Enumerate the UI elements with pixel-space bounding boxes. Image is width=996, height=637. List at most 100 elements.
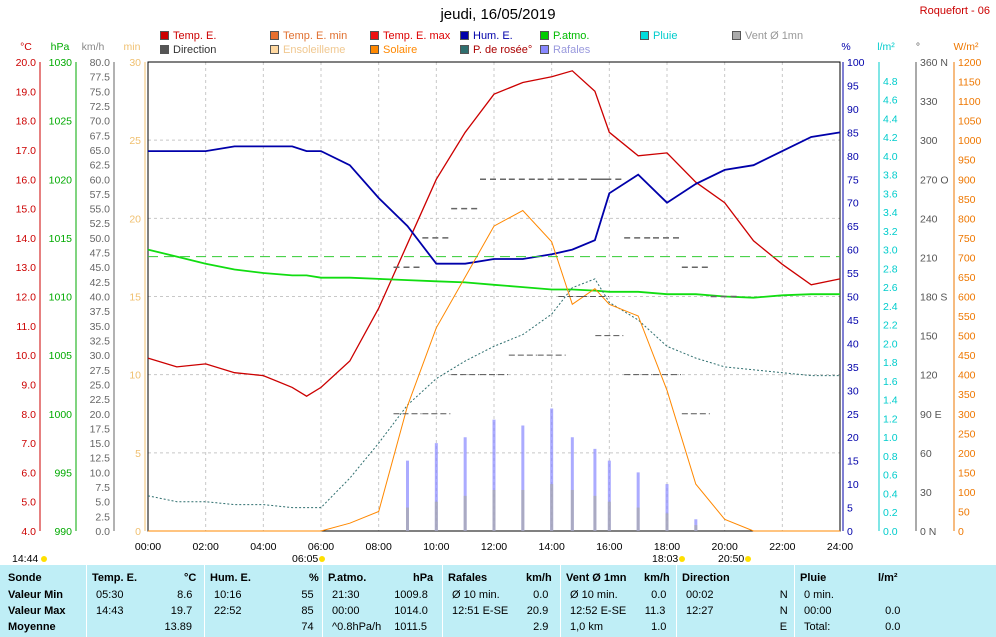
legend-item: P.atmo. xyxy=(540,30,590,42)
table-cell-value: 1009.8 xyxy=(394,589,428,601)
table-header: Sonde xyxy=(8,572,42,584)
pct-tick-label: 75 xyxy=(847,174,859,186)
temp-tick-label: 5.0 xyxy=(21,497,36,509)
wm2-tick-label: 450 xyxy=(958,350,976,362)
x-tick-label: 22:00 xyxy=(769,541,795,553)
kmh-tick-label: 50.0 xyxy=(90,233,111,245)
x-tick-label: 16:00 xyxy=(596,541,622,553)
legend-label: Temp. E. min xyxy=(283,30,348,42)
wm2-tick-label: 500 xyxy=(958,331,976,343)
kmh-tick-label: 52.5 xyxy=(90,218,111,230)
temp-tick-label: 7.0 xyxy=(21,438,36,450)
lm2-tick-label: 1.2 xyxy=(883,413,898,425)
table-row-label: Valeur Min xyxy=(8,589,64,601)
deg-tick-label: 270 O xyxy=(920,174,949,186)
left-unit-label: km/h xyxy=(82,41,105,53)
legend-swatch xyxy=(160,31,169,40)
kmh-tick-label: 17.5 xyxy=(90,423,111,435)
kmh-tick-label: 72.5 xyxy=(90,101,111,113)
table-header: Pluie xyxy=(800,572,827,584)
legend-label: Solaire xyxy=(383,44,418,56)
min-tick-label: 25 xyxy=(129,135,141,147)
table-cell-value: 1011.5 xyxy=(394,621,428,633)
deg-tick-label: 150 xyxy=(920,331,938,343)
legend-swatch xyxy=(540,45,549,54)
temp-tick-label: 8.0 xyxy=(21,409,36,421)
left-unit-label: min xyxy=(124,41,141,53)
table-cell-time: 05:30 xyxy=(96,589,124,601)
table-unit: km/h xyxy=(526,572,552,584)
legend-swatch xyxy=(732,31,741,40)
table-cell-value: N xyxy=(779,605,788,617)
table-cell-value: 55 xyxy=(301,589,314,601)
deg-tick-label: 120 xyxy=(920,370,938,382)
station-name: Roquefort - 06 xyxy=(919,5,990,17)
legend-item: Rafales xyxy=(540,44,590,56)
min-tick-label: 5 xyxy=(135,448,141,460)
table-cell-time: 21:30 xyxy=(332,589,360,601)
time-marker-label: 20:50 xyxy=(718,553,744,565)
right-unit-label: % xyxy=(841,41,850,53)
kmh-tick-label: 45.0 xyxy=(90,262,111,274)
lm2-tick-label: 2.6 xyxy=(883,282,898,294)
kmh-tick-label: 7.5 xyxy=(95,482,110,494)
min-tick-label: 30 xyxy=(129,57,141,69)
wm2-tick-label: 600 xyxy=(958,292,976,304)
wm2-tick-label: 550 xyxy=(958,311,976,323)
hpa-tick-label: 1020 xyxy=(49,174,73,186)
lm2-tick-label: 2.8 xyxy=(883,263,898,275)
wm2-tick-label: 650 xyxy=(958,272,976,284)
hpa-tick-label: 1000 xyxy=(49,409,73,421)
legend-swatch xyxy=(370,31,379,40)
wm2-tick-label: 850 xyxy=(958,194,976,206)
min-tick-label: 10 xyxy=(129,370,141,382)
legend-label: Pluie xyxy=(653,30,678,42)
lm2-tick-label: 4.4 xyxy=(883,113,898,125)
table-cell-value: 0.0 xyxy=(885,605,901,617)
weather-chart: 00:00 02:00 04:00 06:00 08:00 10:00 12:00 14:00… xyxy=(12,41,982,565)
legend-item: P. de rosée° xyxy=(460,44,532,56)
pct-tick-label: 100 xyxy=(847,57,865,69)
table-cell-value: 20.9 xyxy=(526,605,549,617)
pct-tick-label: 55 xyxy=(847,268,859,280)
table-cell-value: 19.7 xyxy=(170,605,193,617)
kmh-tick-label: 47.5 xyxy=(90,248,111,260)
wm2-tick-label: 800 xyxy=(958,213,976,225)
kmh-tick-label: 22.5 xyxy=(90,394,111,406)
table-unit: km/h xyxy=(644,572,670,584)
x-tick-label: 24:00 xyxy=(827,541,853,553)
table-cell-value: 74 xyxy=(301,621,314,633)
table-separator xyxy=(322,565,323,637)
x-tick-label: 18:00 xyxy=(654,541,680,553)
table-cell-time: 22:52 xyxy=(214,605,242,617)
pct-tick-label: 65 xyxy=(847,221,859,233)
wm2-tick-label: 400 xyxy=(958,370,976,382)
table-separator xyxy=(86,565,87,637)
kmh-tick-label: 37.5 xyxy=(90,306,111,318)
table-separator xyxy=(794,565,795,637)
min-tick-label: 20 xyxy=(129,213,141,225)
table-cell-value: 0.0 xyxy=(885,621,901,633)
kmh-tick-label: 67.5 xyxy=(90,130,111,142)
table-cell-value: 1.0 xyxy=(651,621,667,633)
pct-tick-label: 10 xyxy=(847,479,859,491)
series-line-patmo xyxy=(147,248,840,299)
lm2-tick-label: 1.8 xyxy=(883,357,898,369)
table-cell-time: 1,0 km xyxy=(570,621,604,633)
table-cell-value: 8.6 xyxy=(177,589,193,601)
kmh-tick-label: 2.5 xyxy=(95,511,110,523)
kmh-tick-label: 57.5 xyxy=(90,189,111,201)
table-cell-value: 0.0 xyxy=(533,589,549,601)
wm2-tick-label: 950 xyxy=(958,155,976,167)
pct-tick-label: 40 xyxy=(847,338,859,350)
legend-label: Temp. E. max xyxy=(383,30,451,42)
table-cell-time: Total: xyxy=(804,621,831,633)
sun-marker-icon xyxy=(745,556,751,562)
title-bar: jeudi, 16/05/2019 Roquefort - 06 xyxy=(0,0,996,26)
kmh-tick-label: 65.0 xyxy=(90,145,111,157)
table-unit: l/m² xyxy=(878,572,898,584)
table-unit: °C xyxy=(184,572,197,584)
kmh-tick-label: 0.0 xyxy=(95,526,110,538)
kmh-tick-label: 32.5 xyxy=(90,335,111,347)
left-unit-label: hPa xyxy=(51,41,70,53)
